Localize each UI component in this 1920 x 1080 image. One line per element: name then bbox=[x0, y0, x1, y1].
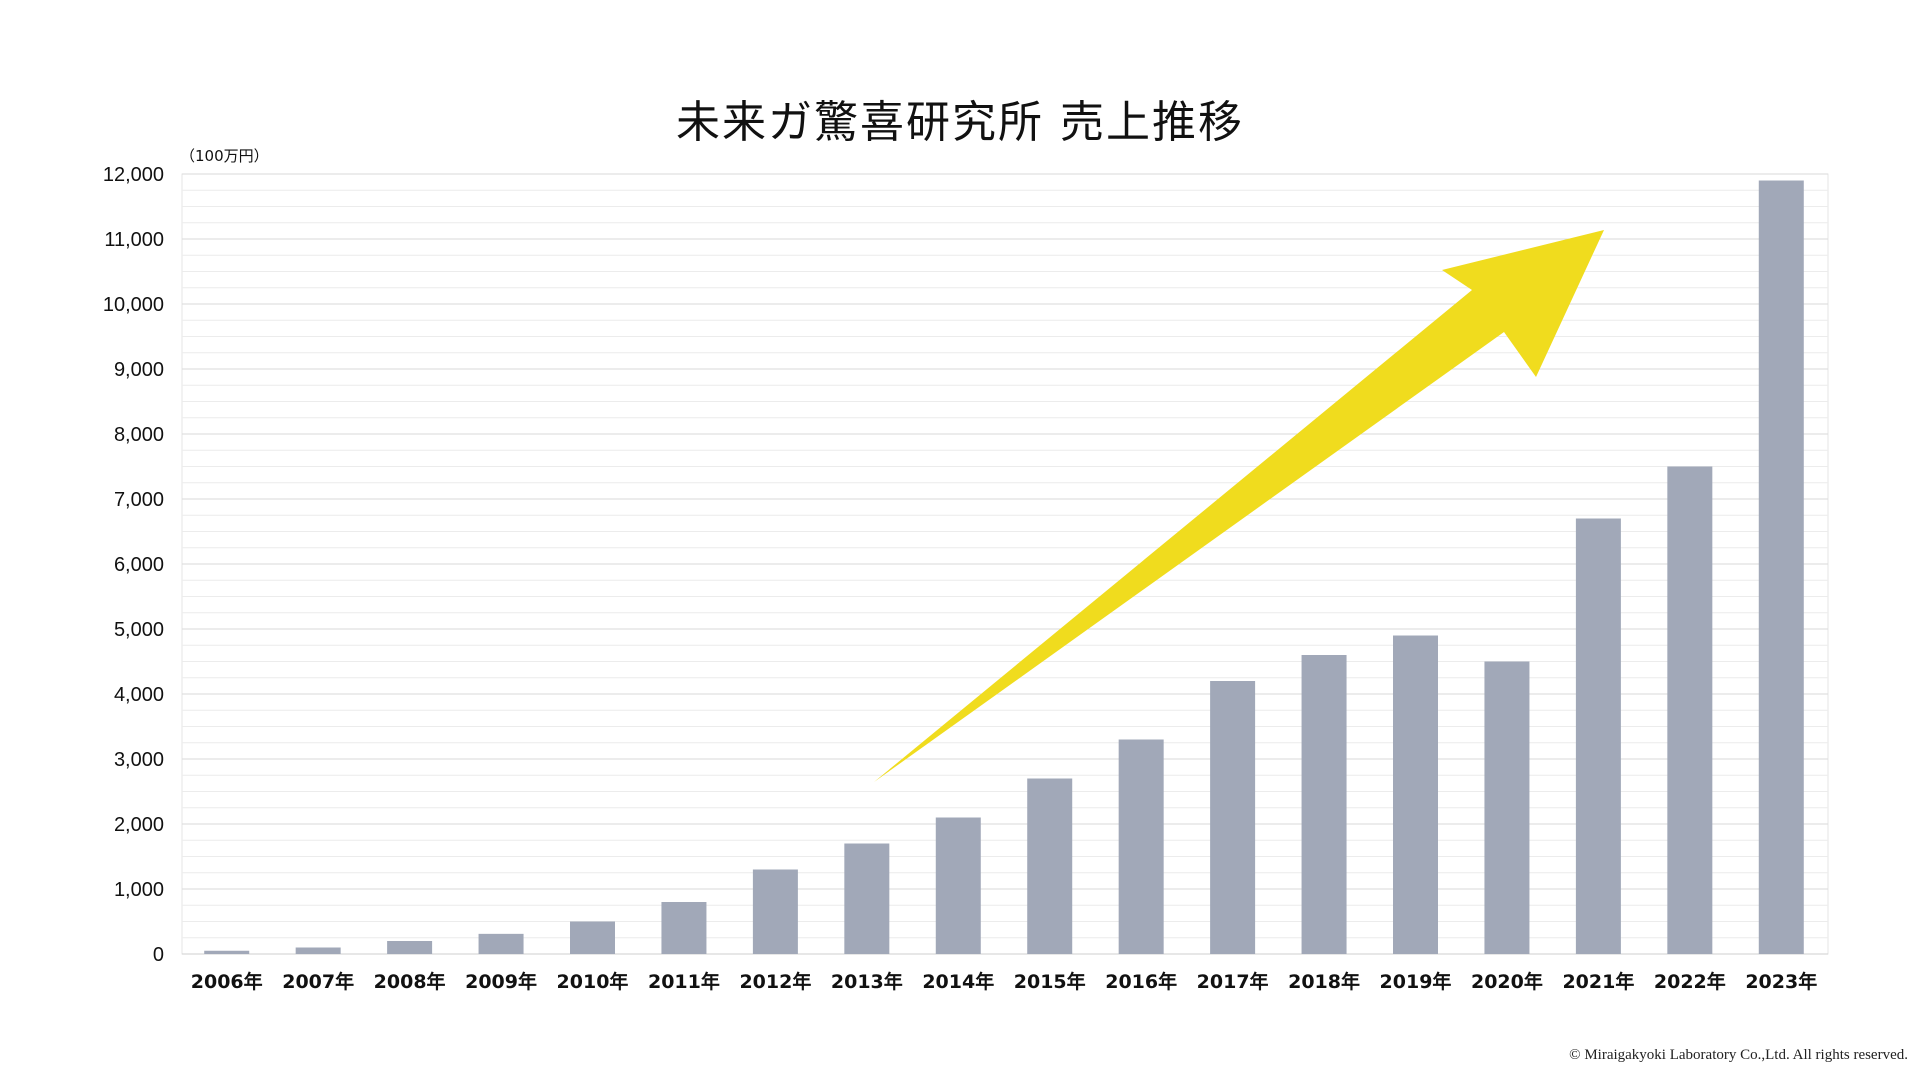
trend-arrow-icon bbox=[874, 230, 1604, 782]
bar bbox=[935, 817, 981, 954]
bar bbox=[1575, 518, 1621, 954]
y-tick-label: 5,000 bbox=[114, 619, 164, 641]
y-tick-label: 0 bbox=[153, 944, 164, 966]
x-tick-label: 2020年 bbox=[1471, 970, 1543, 993]
bar bbox=[752, 869, 798, 954]
y-tick-label: 6,000 bbox=[114, 554, 164, 576]
x-tick-label: 2023年 bbox=[1745, 970, 1817, 993]
bar bbox=[387, 941, 433, 954]
x-tick-label: 2018年 bbox=[1288, 970, 1360, 993]
x-tick-labels: 2006年 2007年 2008年 2009年 2010年 2011年 2012年 2013年… bbox=[191, 970, 1817, 993]
bar bbox=[295, 947, 341, 954]
x-tick-label: 2011年 bbox=[648, 970, 720, 993]
bar bbox=[1027, 778, 1073, 954]
bar bbox=[204, 950, 250, 954]
x-tick-label: 2015年 bbox=[1014, 970, 1086, 993]
x-tick-label: 2014年 bbox=[922, 970, 994, 993]
bar bbox=[570, 921, 615, 954]
bar bbox=[1118, 739, 1164, 954]
bar bbox=[1301, 655, 1347, 954]
x-tick-label: 2017年 bbox=[1197, 970, 1269, 993]
bars bbox=[204, 180, 1804, 954]
y-tick-label: 1,000 bbox=[114, 879, 164, 901]
bar bbox=[1210, 681, 1256, 954]
y-tick-label: 3,000 bbox=[114, 749, 164, 771]
x-tick-label: 2010年 bbox=[557, 970, 629, 993]
x-tick-label: 2022年 bbox=[1654, 970, 1726, 993]
x-tick-label: 2012年 bbox=[739, 970, 811, 993]
y-tick-label: 11,000 bbox=[104, 229, 164, 251]
y-tick-label: 10,000 bbox=[103, 294, 164, 316]
y-tick-label: 12,000 bbox=[103, 164, 164, 186]
chart-title: 未来ガ驚喜研究所 売上推移 bbox=[676, 97, 1244, 148]
x-tick-label: 2007年 bbox=[282, 970, 354, 993]
x-tick-label: 2013年 bbox=[831, 970, 903, 993]
x-tick-label: 2016年 bbox=[1105, 970, 1177, 993]
y-tick-label: 4,000 bbox=[114, 684, 164, 706]
x-tick-label: 2006年 bbox=[191, 970, 263, 993]
bar bbox=[478, 933, 524, 954]
bar bbox=[1667, 466, 1713, 954]
y-tick-label: 9,000 bbox=[114, 359, 164, 381]
y-tick-label: 7,000 bbox=[114, 489, 164, 511]
x-tick-label: 2019年 bbox=[1380, 970, 1452, 993]
bar bbox=[1758, 180, 1804, 954]
y-unit-label: （100万円） bbox=[180, 147, 269, 165]
y-tick-label: 8,000 bbox=[114, 424, 164, 446]
x-tick-label: 2008年 bbox=[374, 970, 446, 993]
y-tick-label: 2,000 bbox=[114, 814, 164, 836]
bar bbox=[661, 902, 707, 954]
x-tick-label: 2021年 bbox=[1562, 970, 1634, 993]
bar bbox=[844, 843, 890, 954]
x-tick-label: 2009年 bbox=[465, 970, 537, 993]
bar bbox=[1484, 661, 1530, 954]
copyright-notice: © Miraigakyoki Laboratory Co.,Ltd. All r… bbox=[1569, 1047, 1908, 1063]
y-tick-labels: 0 1,000 2,000 3,000 4,000 5,000 6,000 7,000 8,00… bbox=[103, 164, 164, 966]
bar bbox=[1393, 635, 1438, 954]
